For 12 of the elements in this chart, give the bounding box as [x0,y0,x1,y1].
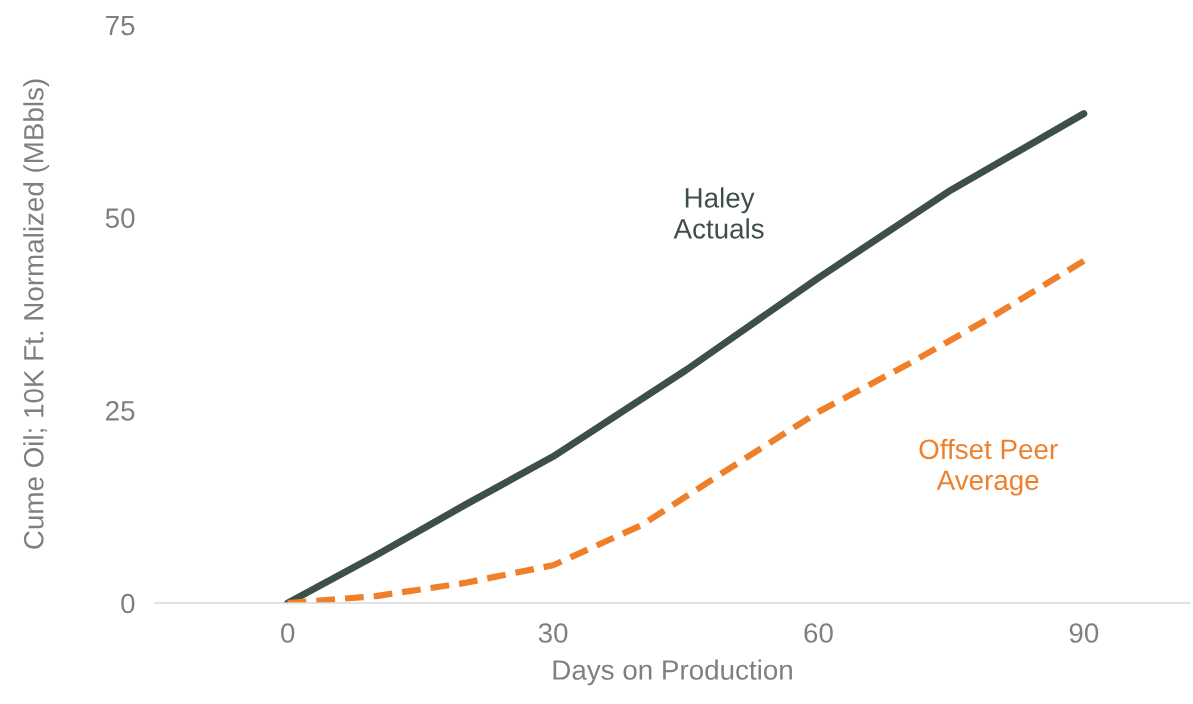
x-axis-title: Days on Production [553,659,792,686]
text: Haley Actuals [673,187,764,239]
y-tick-label: 25 [106,401,135,421]
y-tick-label: 75 [106,15,135,36]
x-tick-label: 60 [804,623,833,643]
y-tick-label: 0 [121,593,135,614]
y-axis-title: Cume Oil; 10K Ft. Normalized (MBbls) [23,79,50,549]
x-tick-label: 0 [281,623,295,643]
y-tick-label: 50 [105,208,135,229]
x-tick-label: 90 [1069,623,1099,643]
text: Offset Peer Average [919,438,1058,496]
x-tick-label: 30 [538,623,568,643]
